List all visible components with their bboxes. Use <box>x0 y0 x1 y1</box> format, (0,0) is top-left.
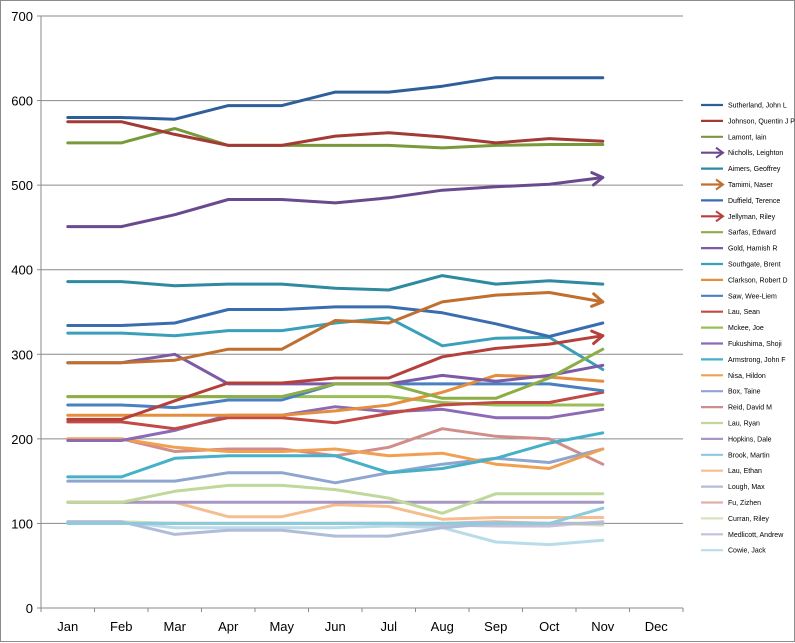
legend-label-cowie-jack: Cowie, Jack <box>728 548 766 555</box>
legend-label-johnson-quentin-j-p: Johnson, Quentin J P <box>728 118 795 125</box>
legend-label-mckee-joe: Mckee, Joe <box>728 325 764 332</box>
legend-label-lau-ryan: Lau, Ryan <box>728 421 760 428</box>
legend-label-saw-wee-liem: Saw, Wee-Liem <box>728 293 777 300</box>
legend-label-clarkson-robert-d: Clarkson, Robert D <box>728 277 788 284</box>
x-tick-label-oct: Oct <box>539 619 560 634</box>
legend-label-box-taine: Box, Taine <box>728 389 761 396</box>
gridlines <box>41 15 683 524</box>
y-tick-label-200: 200 <box>11 432 33 447</box>
legend-label-fu-zizhen: Fu, Zizhen <box>728 500 761 507</box>
legend-arrow-nicholls-leighton <box>715 146 725 159</box>
x-tick-label-jun: Jun <box>325 619 346 634</box>
legend-label-sutherland-john-l: Sutherland, John L <box>728 103 787 110</box>
legend-label-duffield-terence: Duffield, Terence <box>728 198 780 205</box>
y-axis-ticks: 0 100 200 300 400 500 600 700 <box>11 9 41 616</box>
axes <box>40 16 683 609</box>
legend-label-lau-ethan: Lau, Ethan <box>728 468 762 475</box>
x-tick-label-mar: Mar <box>164 619 187 634</box>
legend-label-brook-martin: Brook, Martin <box>728 452 770 459</box>
y-tick-label-600: 600 <box>11 94 33 109</box>
series-line-lau-ethan <box>66 500 605 521</box>
y-tick-label-700: 700 <box>11 9 33 24</box>
series-line-box-taine <box>66 447 605 485</box>
legend-label-medlicott-andrew: Medlicott, Andrew <box>728 532 784 539</box>
x-tick-label-aug: Aug <box>431 619 454 634</box>
y-tick-label-0: 0 <box>26 601 33 616</box>
y-tick-label-500: 500 <box>11 178 33 193</box>
series-line-southgate-brent <box>66 316 605 371</box>
legend-label-lough-max: Lough, Max <box>728 484 765 491</box>
x-tick-label-nov: Nov <box>591 619 615 634</box>
series-line-lau-ryan <box>66 483 605 515</box>
series-lines <box>66 76 605 547</box>
y-tick-label-400: 400 <box>11 263 33 278</box>
y-tick-label-100: 100 <box>11 516 33 531</box>
series-line-clarkson-robert-d <box>66 373 605 417</box>
series-line-nisa-hildon <box>66 437 605 470</box>
legend-label-lamont-iain: Lamont, Iain <box>728 134 767 141</box>
y-tick-label-300: 300 <box>11 347 33 362</box>
legend-label-hopkins-dale: Hopkins, Dale <box>728 436 772 443</box>
x-axis-ticks: Jan Feb Mar Apr May Jun Jul Aug Sep Oct Nov Dec <box>40 608 684 634</box>
x-tick-label-may: May <box>269 619 294 634</box>
legend-label-tamimi-naser: Tamimi, Naser <box>728 182 773 189</box>
series-line-aimers-geoffrey <box>66 274 605 292</box>
legend-label-fukushima-shoji: Fukushima, Shoji <box>728 341 782 348</box>
legend-label-southgate-brent: Southgate, Brent <box>728 262 781 269</box>
legend-label-sarfas-edward: Sarfas, Edward <box>728 230 776 237</box>
x-tick-label-jan: Jan <box>57 619 78 634</box>
x-tick-label-apr: Apr <box>218 619 239 634</box>
legend-label-jellyman-riley: Jellyman, Riley <box>728 214 776 221</box>
arrowhead-nicholls-leighton <box>590 171 605 187</box>
series-line-sutherland-john-l <box>66 76 605 121</box>
legend-label-nicholls-leighton: Nicholls, Leighton <box>728 150 783 157</box>
series-line-lau-sean <box>66 390 605 431</box>
arrowhead-tamimi-naser <box>590 292 605 308</box>
x-tick-label-dec: Dec <box>645 619 669 634</box>
series-line-cowie-jack <box>66 520 605 547</box>
series-line-armstrong-john-f <box>66 431 605 479</box>
series-line-fukushima-shoji <box>66 405 605 442</box>
x-tick-label-sep: Sep <box>484 619 507 634</box>
legend: Sutherland, John L Johnson, Quentin J P La… <box>701 103 795 555</box>
legend-label-armstrong-john-f: Armstrong, John F <box>728 357 786 364</box>
series-line-sarfas-edward <box>66 347 605 400</box>
x-tick-label-feb: Feb <box>110 619 132 634</box>
legend-arrow-jellyman-riley <box>715 210 725 223</box>
legend-label-lau-sean: Lau, Sean <box>728 309 760 316</box>
legend-arrow-tamimi-naser <box>715 178 725 191</box>
legend-label-curran-riley: Curran, Riley <box>728 516 769 523</box>
series-line-nicholls-leighton <box>66 176 605 229</box>
series-line-duffield-terence <box>66 305 605 338</box>
series-line-tamimi-naser <box>66 291 605 365</box>
legend-label-gold-hamish-r: Gold, Hamish R <box>728 246 777 253</box>
arrowhead-jellyman-riley <box>590 329 605 345</box>
legend-label-nisa-hildon: Nisa, Hildon <box>728 373 766 380</box>
series-line-lamont-iain <box>66 127 605 150</box>
legend-label-reid-david-m: Reid, David M <box>728 405 772 412</box>
series-line-johnson-quentin-j-p <box>66 120 605 147</box>
x-tick-label-jul: Jul <box>380 619 397 634</box>
series-line-jellyman-riley <box>66 334 605 421</box>
series-line-brook-martin <box>66 506 605 525</box>
legend-label-aimers-geoffrey: Aimers, Geoffrey <box>728 166 781 173</box>
